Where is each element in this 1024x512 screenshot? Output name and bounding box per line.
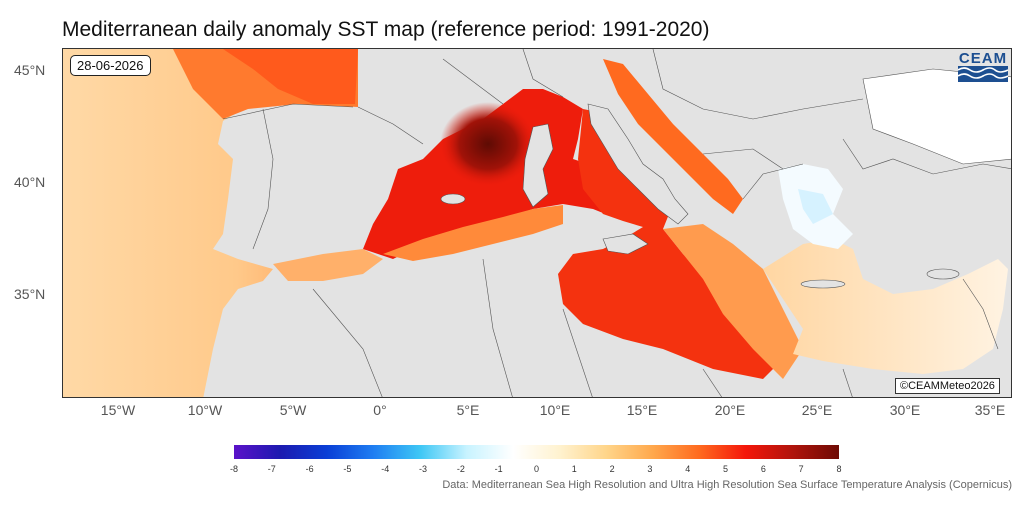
lon-label-15e: 15°E — [626, 402, 658, 418]
colorbar-tick-label: 2 — [609, 464, 615, 474]
lat-label-45n: 45°N — [14, 62, 46, 78]
black-sea — [862, 68, 1011, 165]
colorbar-tick-label: -2 — [456, 464, 465, 474]
map-canvas — [63, 49, 1011, 397]
copyright-label: ©CEAMMeteo2026 — [895, 378, 1000, 394]
lon-label-0: 0° — [373, 402, 387, 418]
lon-label-10w: 10°W — [187, 402, 223, 418]
colorbar-tick-label: -8 — [229, 464, 239, 474]
colorbar-tick-label: -3 — [419, 464, 428, 474]
ceam-logo: CEAM — [958, 50, 1008, 84]
sardinia-corsica-land — [522, 123, 554, 208]
colorbar-tick-label: 7 — [798, 464, 804, 474]
tyrrhenian-sea — [558, 109, 783, 379]
colorbar-tick-label: 5 — [723, 464, 729, 474]
adriatic-sea — [603, 59, 743, 214]
aegean-cool-patch — [798, 189, 833, 224]
colorbar-tick-label: 1 — [571, 464, 577, 474]
colorbar-tick-label: 0 — [533, 464, 540, 474]
lon-label-5w: 5°W — [279, 402, 307, 418]
crete-land — [800, 279, 846, 289]
colorbar-tick-label: -7 — [267, 464, 276, 474]
biscay-hot — [223, 49, 358, 104]
lon-label-5e: 5°E — [456, 402, 480, 418]
country-borders — [222, 49, 1011, 397]
colorbar-tick-label: 4 — [685, 464, 691, 474]
algerian-coast — [383, 205, 563, 261]
cyprus-land — [926, 268, 960, 280]
lon-label-35e: 35°E — [974, 402, 1006, 418]
lat-label-35n: 35°N — [14, 286, 46, 302]
balearic-islands — [440, 193, 466, 205]
lat-label-40n: 40°N — [14, 174, 46, 190]
sicily-land — [602, 233, 649, 255]
eastern-mediterranean — [763, 239, 1008, 374]
map-title: Mediterranean daily anomaly SST map (ref… — [62, 18, 710, 41]
colorbar-tick-label: -6 — [305, 464, 314, 474]
lon-label-30e: 30°E — [889, 402, 921, 418]
logo-waves-icon — [958, 66, 1008, 82]
lon-label-20e: 20°E — [714, 402, 746, 418]
colorbar-tick-label: 6 — [760, 464, 766, 474]
colorbar-tick-label: 3 — [647, 464, 653, 474]
atlantic-ocean — [63, 49, 353, 397]
date-label: 28-06-2026 — [70, 55, 151, 76]
colorbar-tick-label: -1 — [494, 464, 503, 474]
lon-label-25e: 25°E — [801, 402, 833, 418]
ionian-sea — [663, 224, 803, 379]
logo-text: CEAM — [958, 50, 1008, 67]
sst-anomaly-map[interactable] — [62, 48, 1012, 398]
colorbar-tick-label: -5 — [343, 464, 352, 474]
data-source-note: Data: Mediterranean Sea High Resolution … — [442, 479, 1012, 491]
colorbar-tick-label: 8 — [836, 464, 842, 474]
lon-label-10e: 10°E — [539, 402, 571, 418]
alboran-sea — [273, 249, 383, 281]
lon-label-15w: 15°W — [100, 402, 136, 418]
colorbar-tick-label: -4 — [381, 464, 390, 474]
italy-land — [587, 103, 689, 225]
anomaly-colorbar — [234, 445, 839, 459]
gulf-of-lion-hotspot — [440, 102, 536, 186]
